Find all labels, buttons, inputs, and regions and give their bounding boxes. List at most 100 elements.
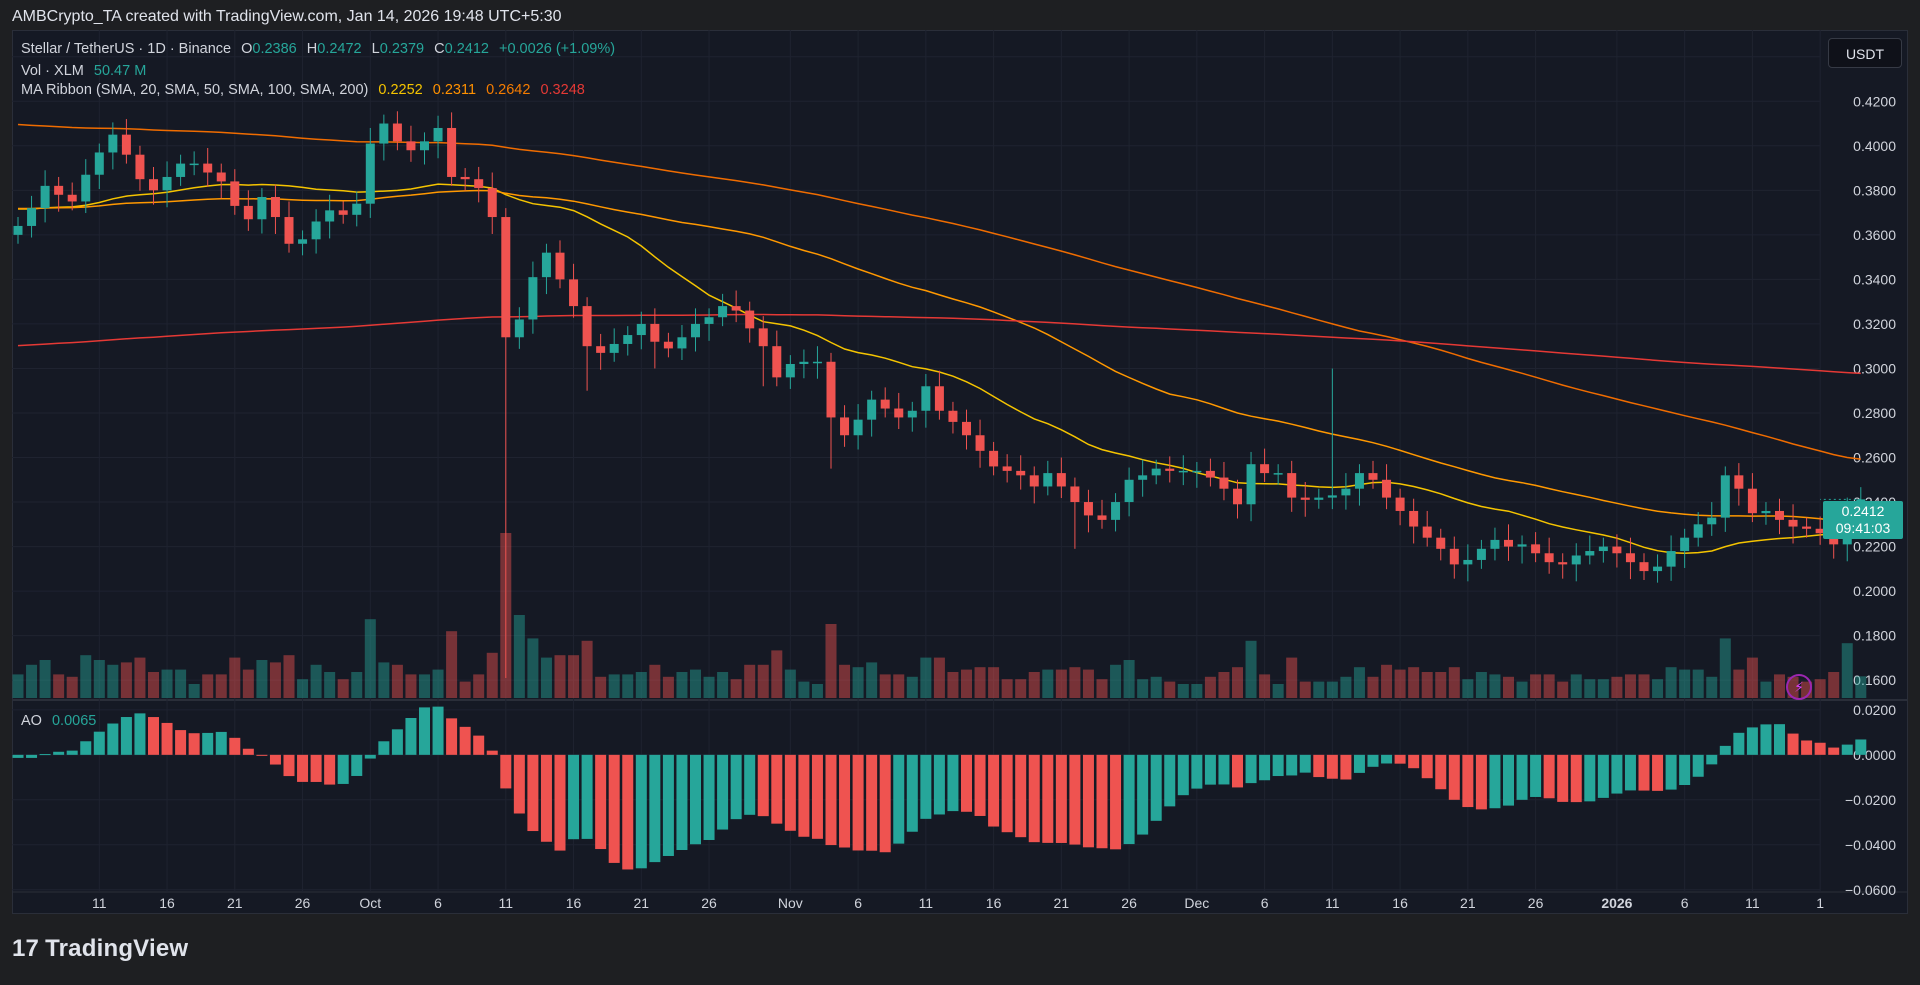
- volume-bar: [1326, 681, 1338, 698]
- ma20-value: 0.2252: [378, 82, 423, 98]
- volume-bar: [486, 652, 498, 698]
- candle-body: [1504, 539, 1513, 547]
- candle-body: [1517, 544, 1527, 547]
- price-tick-label: 0.2200: [1853, 539, 1896, 555]
- volume-bar: [1340, 676, 1352, 698]
- price-tick-label: 0.2800: [1853, 405, 1896, 421]
- ao-bar: [459, 726, 471, 755]
- candle: [1151, 459, 1161, 485]
- candle-body: [528, 277, 538, 320]
- volume-label[interactable]: Vol · XLM: [21, 63, 84, 79]
- candle: [1016, 455, 1026, 490]
- ao-bar: [784, 754, 796, 831]
- candle-body: [975, 435, 985, 451]
- candle: [867, 390, 877, 437]
- candle: [582, 297, 592, 391]
- candle-body: [392, 123, 402, 142]
- volume-bar: [459, 681, 471, 698]
- ao-bar: [1557, 754, 1569, 802]
- candle: [1680, 528, 1690, 568]
- candle: [609, 328, 619, 362]
- brand-name: TradingView: [45, 935, 189, 962]
- ao-bar: [879, 754, 891, 853]
- volume-bar: [961, 669, 972, 698]
- lightning-icon[interactable]: ⚡: [1786, 674, 1812, 700]
- volume-bar: [1096, 679, 1108, 698]
- volume-bar: [1015, 679, 1027, 698]
- candle-body: [1775, 510, 1784, 520]
- currency-button[interactable]: USDT: [1828, 38, 1902, 68]
- candle: [325, 194, 335, 239]
- ao-bar: [500, 754, 512, 789]
- ao-series: [12, 706, 1867, 870]
- candle: [365, 127, 375, 218]
- tradingview-logo[interactable]: 17 TradingView: [12, 935, 188, 963]
- ao-bar: [12, 754, 24, 758]
- price-chart[interactable]: 0.44000.42000.40000.38000.36000.34000.32…: [12, 30, 1908, 914]
- price-tick-label: 0.2000: [1853, 583, 1896, 599]
- candle-body: [1409, 510, 1419, 527]
- candle: [1111, 493, 1121, 532]
- volume-bar: [662, 676, 674, 698]
- candle: [433, 115, 443, 159]
- ma100-line: [17, 123, 1861, 460]
- candle: [1504, 524, 1513, 561]
- volume-bar: [811, 684, 823, 698]
- volume-bar: [324, 672, 336, 698]
- candle: [1476, 539, 1486, 569]
- volume-bar: [12, 674, 24, 698]
- candle-body: [325, 210, 335, 222]
- candle: [1314, 488, 1324, 509]
- ao-bar: [568, 754, 580, 840]
- candle: [1625, 537, 1635, 580]
- price-tick-label: 0.1800: [1853, 628, 1896, 644]
- candle-body: [921, 386, 931, 411]
- ma-ribbon-legend: MA Ribbon (SMA, 20, SMA, 50, SMA, 100, S…: [21, 82, 585, 98]
- last-price: 0.2412: [1841, 503, 1885, 519]
- candle-body: [1178, 470, 1188, 473]
- ao-bar: [662, 754, 674, 856]
- candle: [1585, 535, 1595, 565]
- candle: [270, 184, 280, 234]
- candle-body: [189, 163, 199, 166]
- volume-bar: [635, 672, 647, 698]
- ao-bar: [1421, 754, 1433, 779]
- ao-bar: [1679, 754, 1691, 785]
- volume-bar: [1218, 672, 1230, 698]
- candle: [1341, 473, 1351, 510]
- candle-body: [826, 361, 836, 418]
- candle-body: [636, 323, 646, 336]
- volume-bar: [825, 624, 837, 698]
- ao-bar: [1313, 754, 1325, 778]
- ao-bar: [66, 750, 78, 755]
- ma-ribbon-label[interactable]: MA Ribbon (SMA, 20, SMA, 50, SMA, 100, S…: [21, 82, 369, 98]
- candle: [921, 374, 931, 428]
- ao-bar: [1503, 754, 1514, 806]
- ao-label[interactable]: AO: [21, 713, 42, 729]
- candle-body: [1422, 526, 1432, 538]
- ao-bar: [703, 754, 715, 840]
- price-tick-label: 0.3200: [1853, 316, 1896, 332]
- ao-bar: [540, 754, 552, 842]
- candle: [745, 301, 755, 343]
- candle-body: [718, 306, 728, 318]
- ao-bar: [988, 754, 1000, 827]
- volume-bar: [581, 640, 593, 698]
- candle-body: [1205, 470, 1215, 478]
- candle-body: [162, 176, 172, 191]
- volume-bar: [1435, 672, 1447, 698]
- time-tick-label: 6: [434, 895, 442, 911]
- volume-bar: [540, 657, 552, 698]
- ao-bar: [432, 706, 444, 755]
- volume-bar: [229, 657, 241, 698]
- ao-bar: [581, 754, 593, 839]
- ohlc-open-label: O: [241, 41, 253, 57]
- candle: [989, 441, 999, 476]
- candle-body: [1124, 479, 1134, 503]
- symbol-title[interactable]: Stellar / TetherUS · 1D · Binance: [21, 41, 232, 57]
- candle: [1598, 537, 1608, 563]
- volume-bar: [120, 662, 132, 698]
- ao-bar: [1232, 754, 1243, 788]
- ao-bar: [1828, 747, 1840, 755]
- volume-bar: [1042, 669, 1054, 698]
